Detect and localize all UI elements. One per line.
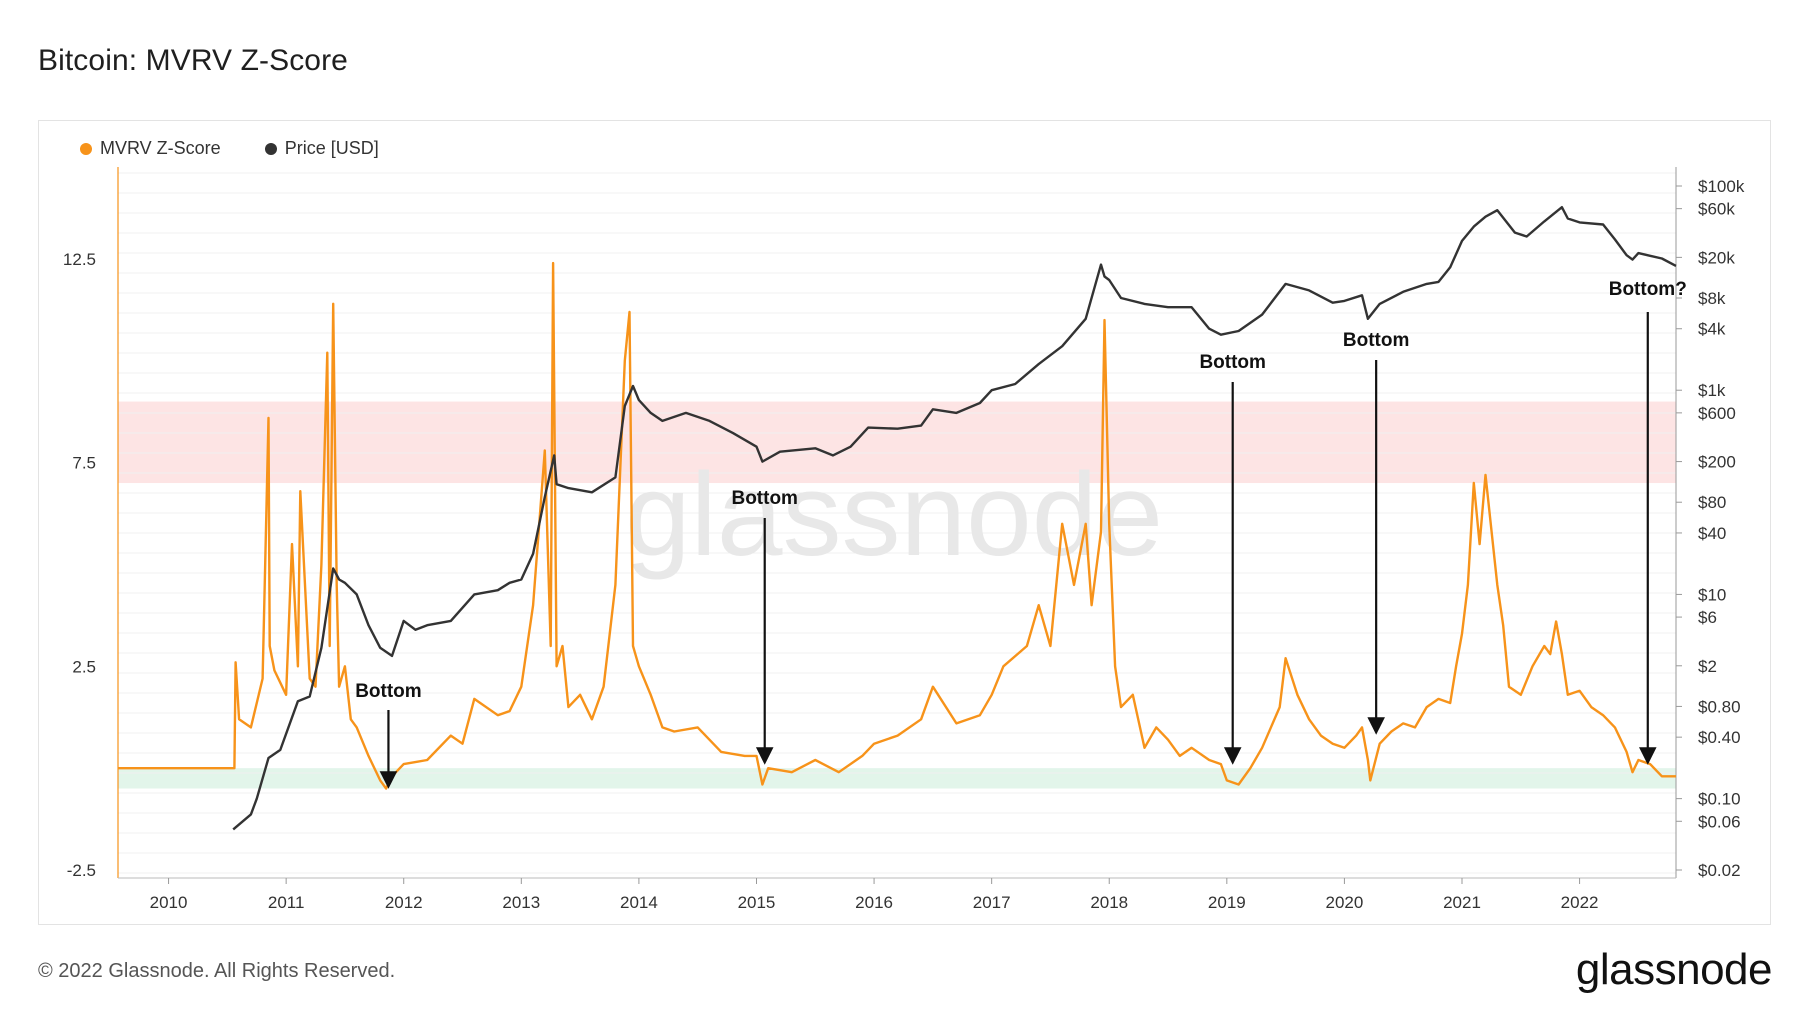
left-tick-label: 2.5: [72, 657, 96, 676]
chart-frame: [38, 120, 1771, 925]
x-tick-label: 2013: [502, 893, 540, 912]
right-tick-label: $6: [1698, 608, 1717, 627]
right-tick-label: $0.10: [1698, 790, 1741, 809]
legend-label-mvrv: MVRV Z-Score: [100, 138, 221, 158]
annotation-label: Bottom: [1199, 352, 1265, 373]
annotation-label: Bottom: [731, 488, 797, 509]
grid-lines: [118, 172, 1676, 874]
annotations: Bottom Bottom Bottom Bottom Bottom?: [355, 279, 1687, 789]
left-tick-label: 12.5: [63, 250, 96, 269]
legend-dot-mvrv: [80, 142, 92, 155]
right-tick-label: $0.02: [1698, 861, 1741, 880]
axes: -2.5 2.5 7.5 12.5 $100k $60k $20k $8k $4k $1k $600…: [63, 167, 1745, 912]
brand-logo: glassnode: [1575, 945, 1773, 994]
right-tick-label: $0.06: [1698, 812, 1741, 831]
x-tick-label: 2010: [150, 893, 188, 912]
chart-title: Bitcoin: MVRV Z-Score: [38, 44, 348, 77]
legend-label-price: Price [USD]: [284, 138, 379, 158]
series-line-price: [232, 205, 1677, 831]
x-tick-label: 2011: [268, 893, 305, 912]
right-tick-label: $80: [1698, 493, 1726, 512]
right-tick-label: $0.40: [1698, 728, 1741, 747]
x-tick-label: 2017: [973, 893, 1011, 912]
x-tick-label: 2019: [1208, 893, 1246, 912]
legend-item-mvrv[interactable]: MVRV Z-Score: [80, 138, 221, 159]
x-tick-label: 2021: [1443, 893, 1481, 912]
x-tick-label: 2020: [1325, 893, 1363, 912]
x-tick-label: 2014: [620, 893, 658, 912]
right-tick-label: $600: [1698, 404, 1736, 423]
right-tick-label: $40: [1698, 524, 1726, 543]
x-tick-label: 2015: [738, 893, 776, 912]
right-tick-label: $20k: [1698, 248, 1735, 267]
left-tick-label: 7.5: [72, 454, 96, 473]
right-tick-label: $8k: [1698, 289, 1726, 308]
copyright-footer: © 2022 Glassnode. All Rights Reserved.: [38, 960, 396, 982]
watermark-text: glassnode: [625, 449, 1163, 581]
annotation-label: Bottom?: [1609, 279, 1687, 300]
right-tick-label: $0.80: [1698, 697, 1741, 716]
x-tick-label: 2012: [385, 893, 423, 912]
left-tick-label: -2.5: [67, 861, 96, 880]
right-tick-label: $60k: [1698, 200, 1735, 219]
annotation-label: Bottom: [355, 681, 421, 702]
x-tick-label: 2016: [855, 893, 893, 912]
right-tick-label: $1k: [1698, 381, 1726, 400]
right-tick-label: $4k: [1698, 320, 1726, 339]
right-tick-label: $100k: [1698, 177, 1745, 196]
legend-dot-price: [264, 142, 277, 155]
zone-band-1: [118, 768, 1676, 789]
annotation-label: Bottom: [1343, 330, 1409, 351]
right-tick-label: $200: [1698, 453, 1736, 472]
right-tick-label: $2: [1698, 657, 1717, 676]
legend-item-price[interactable]: Price [USD]: [264, 138, 379, 159]
x-tick-label: 2022: [1561, 893, 1599, 912]
right-tick-label: $10: [1698, 585, 1726, 604]
zone-band-0: [118, 401, 1676, 484]
series-lines: [118, 205, 1677, 831]
series-line-mvrv: [118, 261, 1676, 790]
x-tick-label: 2018: [1090, 893, 1128, 912]
legend: MVRV Z-Score Price [USD]: [80, 138, 379, 159]
